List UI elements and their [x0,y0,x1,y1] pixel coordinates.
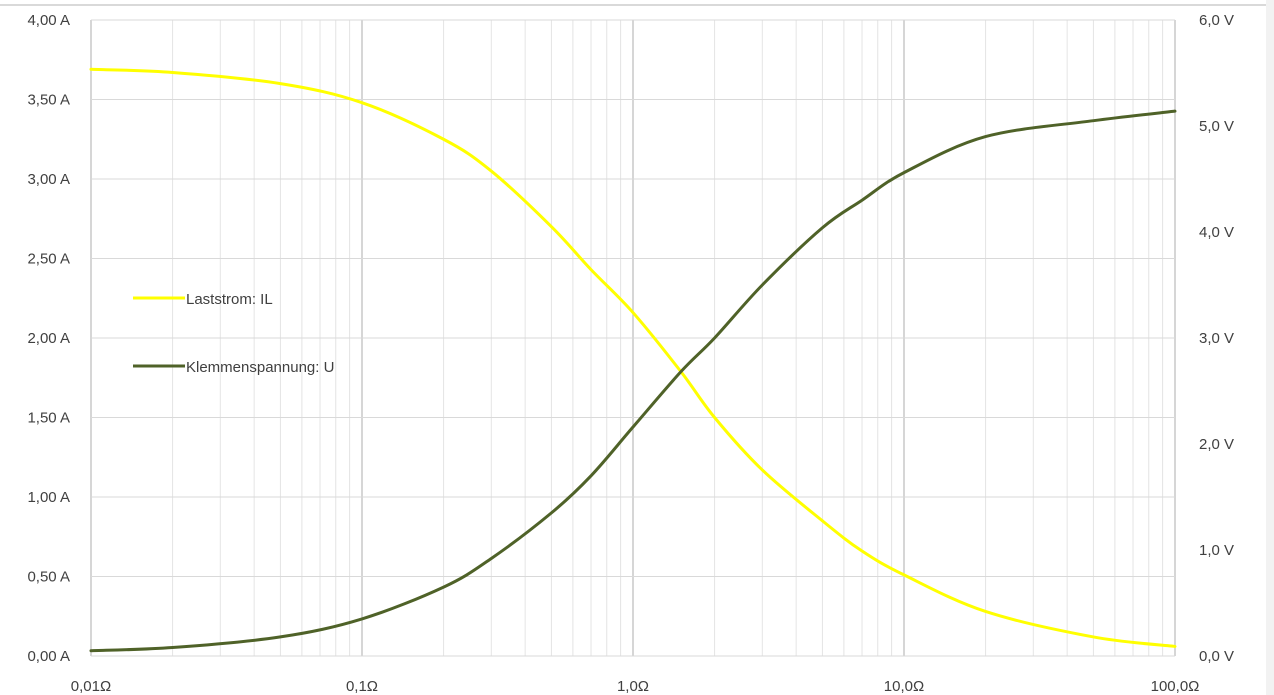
right-axis-tick-label: 2,0 V [1199,436,1234,453]
legend-label: Laststrom: IL [186,291,273,308]
right-axis-ticks: 0,0 V 1,0 V 2,0 V 3,0 V 4,0 V 5,0 V 6,0 V [1199,12,1234,665]
series-layer [89,67,1177,653]
left-axis-ticks: 0,00 A 0,50 A 1,00 A 1,50 A 2,00 A 2,50 A 3,00… [27,12,70,665]
left-axis-tick-label: 4,00 A [27,12,70,29]
x-axis-tick-label: 0,01Ω [71,678,111,695]
right-axis-tick-label: 5,0 V [1199,118,1234,135]
series-line-klemmenspannung [89,109,1177,653]
x-axis-tick-label: 100,0Ω [1151,678,1200,695]
x-axis-tick-label: 0,1Ω [346,678,378,695]
x-axis-tick-label: 10,0Ω [884,678,924,695]
left-axis-tick-label: 3,00 A [27,171,70,188]
legend-label: Klemmenspannung: U [186,359,334,376]
gridlines [90,19,1176,657]
left-axis-tick-label: 2,00 A [27,330,70,347]
right-edge [1266,0,1274,695]
x-axis-tick-label: 1,0Ω [617,678,649,695]
left-axis-tick-label: 0,50 A [27,569,70,586]
right-axis-tick-label: 4,0 V [1199,224,1234,241]
right-axis-tick-label: 6,0 V [1199,12,1234,29]
left-axis-tick-label: 1,00 A [27,489,70,506]
left-axis-tick-label: 1,50 A [27,410,70,427]
left-axis-tick-label: 2,50 A [27,251,70,268]
left-axis-tick-label: 3,50 A [27,92,70,109]
left-axis-tick-label: 0,00 A [27,648,70,665]
right-axis-tick-label: 3,0 V [1199,330,1234,347]
right-axis-tick-label: 0,0 V [1199,648,1234,665]
series-line-laststrom [89,67,1177,648]
x-axis-ticks: 0,01Ω 0,1Ω 1,0Ω 10,0Ω 100,0Ω [71,678,1200,695]
legend: Laststrom: IL Klemmenspannung: U [133,291,334,376]
right-axis-tick-label: 1,0 V [1199,542,1234,559]
